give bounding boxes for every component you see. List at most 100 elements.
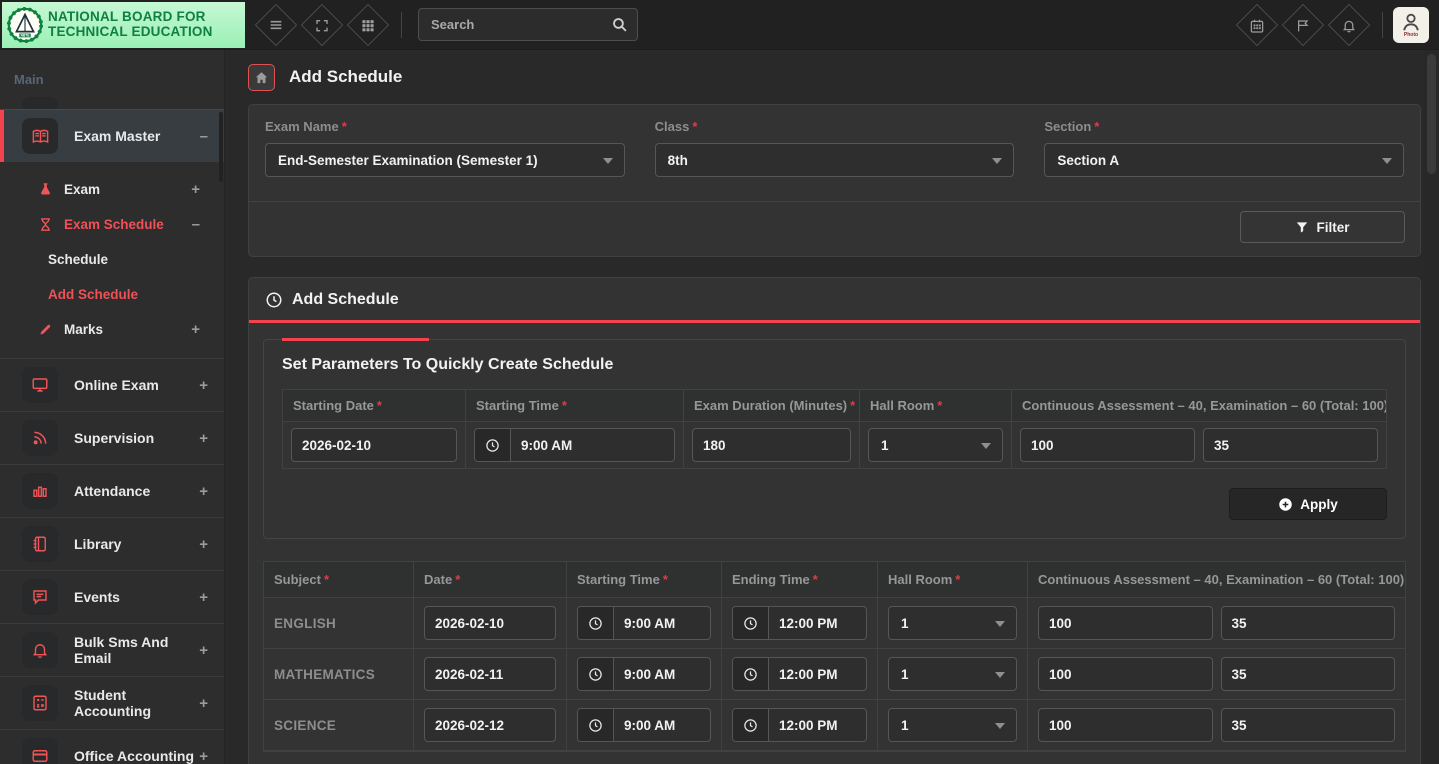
assessment-input[interactable] (1020, 428, 1195, 462)
sidebar-scrollbar[interactable] (219, 112, 223, 182)
section-label: Section (1044, 119, 1092, 134)
apply-button[interactable]: Apply (1229, 488, 1387, 520)
sidebar-item-label: Online Exam (74, 377, 159, 393)
class-select[interactable]: 8th (654, 143, 1015, 177)
sidebar-item-add-schedule[interactable]: Add Schedule (0, 277, 224, 312)
ending-time-input[interactable]: 12:00 PM (732, 657, 867, 691)
date-input[interactable] (424, 606, 556, 640)
expand-toggle[interactable]: + (199, 588, 208, 606)
search-icon[interactable] (611, 16, 628, 33)
bar-chart-icon (22, 473, 58, 509)
expand-toggle[interactable]: + (199, 376, 208, 394)
sidebar-item-label: Attendance (74, 483, 151, 499)
ending-time-input[interactable]: 12:00 PM (732, 606, 867, 640)
assessment-input[interactable] (1038, 606, 1213, 640)
expand-toggle[interactable]: + (199, 747, 208, 764)
clock-icon (578, 709, 614, 741)
hall-room-select[interactable]: 1 (888, 708, 1017, 742)
examination-input[interactable] (1203, 428, 1378, 462)
sidebar-item-label: Exam Master (74, 128, 161, 144)
expand-toggle[interactable]: + (199, 482, 208, 500)
brand-name: NATIONAL BOARD FOR TECHNICAL EDUCATION (48, 9, 213, 39)
sidebar-item-marks[interactable]: Marks + (0, 312, 224, 347)
notifications-button[interactable] (1327, 3, 1371, 46)
examination-input[interactable] (1220, 606, 1395, 640)
section-select[interactable]: Section A (1044, 143, 1404, 177)
starting-date-input[interactable] (291, 428, 457, 462)
rss-icon (22, 420, 58, 456)
chevron-down-icon (995, 672, 1005, 678)
sidebar-section-label: Main (14, 72, 44, 87)
plus-circle-icon (1279, 497, 1292, 511)
expand-toggle[interactable]: + (199, 641, 208, 659)
ending-time-input[interactable]: 12:00 PM (732, 708, 867, 742)
section-field: Section * Section A (1044, 119, 1404, 177)
sidebar-item-schedule[interactable]: Schedule (0, 242, 224, 277)
examination-input[interactable] (1220, 657, 1395, 691)
sidebar-item-supervision[interactable]: Supervision + (0, 411, 224, 464)
open-book-icon (22, 118, 58, 154)
class-field: Class * 8th (654, 119, 1015, 177)
hall-room-select[interactable]: 1 (888, 657, 1017, 691)
examination-input[interactable] (1220, 708, 1395, 742)
exam-duration-input[interactable] (692, 428, 851, 462)
starting-time-input[interactable]: 9:00 AM (577, 657, 711, 691)
sidebar-item-label: Add Schedule (48, 287, 139, 302)
sidebar: Main Exam Master – Exam + Exam Schedule … (0, 50, 225, 764)
apps-grid-button[interactable] (346, 3, 390, 46)
sidebar-toggle-button[interactable] (254, 3, 298, 46)
hall-room-select[interactable]: 1 (888, 606, 1017, 640)
date-input[interactable] (424, 708, 556, 742)
expand-toggle[interactable]: + (199, 535, 208, 553)
topbar: NBTE NATIONAL BOARD FOR TECHNICAL EDUCAT… (0, 0, 1439, 50)
expand-toggle[interactable]: + (199, 429, 208, 447)
assessment-input[interactable] (1038, 657, 1213, 691)
page-title: Add Schedule (289, 67, 403, 86)
home-button[interactable] (248, 63, 275, 91)
sidebar-item-exam-master[interactable]: Exam Master – (0, 109, 224, 162)
page-scrollbar[interactable] (1424, 50, 1439, 764)
starting-time-input[interactable]: 9:00 AM (577, 606, 711, 640)
sidebar-item-library[interactable]: Library + (0, 517, 224, 570)
sidebar-item-attendance[interactable]: Attendance + (0, 464, 224, 517)
sidebar-item-student-accounting[interactable]: Student Accounting + (0, 676, 224, 729)
fullscreen-button[interactable] (300, 3, 344, 46)
sidebar-item-events[interactable]: Events + (0, 570, 224, 623)
exam-name-field: Exam Name * End-Semester Examination (Sem… (265, 119, 625, 177)
starting-time-input[interactable]: 9:00 AM (577, 708, 711, 742)
brand-logo[interactable]: NBTE NATIONAL BOARD FOR TECHNICAL EDUCAT… (2, 1, 245, 48)
scrollbar-thumb[interactable] (1427, 54, 1436, 174)
bell-icon (22, 632, 58, 668)
sidebar-item-exam[interactable]: Exam + (0, 172, 224, 207)
hall-room-select[interactable]: 1 (868, 428, 1003, 462)
assessment-input[interactable] (1038, 708, 1213, 742)
avatar-placeholder-text: Photo (1403, 32, 1419, 38)
expand-toggle[interactable]: + (191, 181, 200, 198)
page-header: Add Schedule (225, 50, 1439, 104)
expand-toggle[interactable]: + (199, 694, 208, 712)
required-marker: * (1094, 119, 1100, 134)
quick-parameters-card: Set Parameters To Quickly Create Schedul… (263, 338, 1406, 539)
clock-icon (733, 607, 769, 639)
search-input[interactable] (418, 8, 638, 41)
sidebar-item-exam-schedule[interactable]: Exam Schedule – (0, 207, 224, 242)
sidebar-item-bulk-sms-and-email[interactable]: Bulk Sms And Email + (0, 623, 224, 676)
svg-text:NBTE: NBTE (21, 33, 31, 37)
flag-button[interactable] (1281, 3, 1325, 46)
hourglass-icon (38, 217, 54, 232)
grid-icon (362, 18, 374, 31)
panel-title: Add Schedule (292, 291, 399, 308)
exam-name-select[interactable]: End-Semester Examination (Semester 1) (265, 143, 625, 177)
filter-button[interactable]: Filter (1240, 211, 1405, 243)
expand-toggle[interactable]: + (191, 321, 200, 338)
sidebar-item-online-exam[interactable]: Online Exam + (0, 358, 224, 411)
subject-schedule-table: Subject * Date * Starting Time * Ending Tim… (263, 561, 1406, 752)
date-input[interactable] (424, 657, 556, 691)
user-avatar[interactable]: Photo (1393, 6, 1429, 43)
collapse-toggle[interactable]: – (191, 216, 200, 233)
funnel-icon (1297, 222, 1308, 233)
starting-time-input[interactable]: 9:00 AM (474, 428, 675, 462)
calendar-button[interactable] (1235, 3, 1279, 46)
collapse-toggle[interactable]: – (199, 127, 208, 145)
sidebar-item-office-accounting[interactable]: Office Accounting + (0, 729, 224, 764)
